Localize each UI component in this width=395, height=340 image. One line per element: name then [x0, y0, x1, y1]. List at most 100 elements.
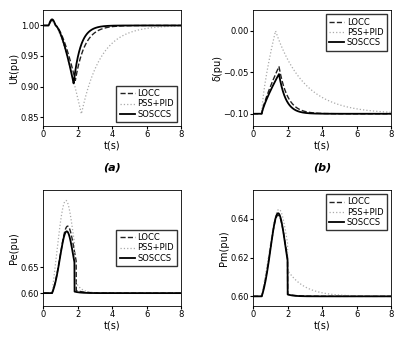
- SOSCCS: [314, 112, 319, 116]
- SOSCCS: [50, 17, 55, 21]
- LOCC: [175, 291, 180, 295]
- PSS+PID: [48, 291, 53, 295]
- SOSCCS: [385, 112, 389, 116]
- Text: (a): (a): [103, 162, 121, 172]
- LOCC: [41, 23, 46, 28]
- PSS+PID: [150, 291, 154, 295]
- PSS+PID: [50, 20, 55, 24]
- LOCC: [41, 291, 46, 295]
- LOCC: [385, 112, 389, 116]
- PSS+PID: [179, 24, 184, 28]
- PSS+PID: [41, 23, 46, 28]
- LOCC: [385, 112, 389, 116]
- LOCC: [50, 19, 55, 23]
- Line: SOSCCS: SOSCCS: [253, 74, 391, 114]
- SOSCCS: [71, 81, 76, 85]
- PSS+PID: [385, 294, 389, 298]
- Legend: LOCC, PSS+PID, SOSCCS: LOCC, PSS+PID, SOSCCS: [326, 14, 387, 51]
- Text: (b): (b): [313, 162, 331, 172]
- SOSCCS: [108, 24, 113, 28]
- LOCC: [276, 213, 280, 217]
- PSS+PID: [108, 291, 113, 295]
- X-axis label: t(s): t(s): [314, 321, 330, 330]
- LOCC: [318, 294, 323, 298]
- LOCC: [389, 112, 393, 116]
- PSS+PID: [359, 294, 364, 298]
- PSS+PID: [108, 42, 113, 47]
- PSS+PID: [179, 291, 184, 295]
- PSS+PID: [258, 112, 263, 116]
- PSS+PID: [314, 289, 319, 293]
- LOCC: [48, 291, 53, 295]
- SOSCCS: [251, 294, 256, 299]
- SOSCCS: [150, 291, 154, 295]
- PSS+PID: [41, 291, 46, 295]
- LOCC: [314, 294, 319, 298]
- SOSCCS: [251, 112, 256, 116]
- Line: LOCC: LOCC: [43, 21, 181, 80]
- Line: SOSCCS: SOSCCS: [253, 213, 391, 296]
- Legend: LOCC, PSS+PID, SOSCCS: LOCC, PSS+PID, SOSCCS: [326, 194, 387, 230]
- PSS+PID: [175, 291, 180, 295]
- Line: SOSCCS: SOSCCS: [43, 19, 181, 83]
- LOCC: [276, 65, 281, 69]
- PSS+PID: [64, 199, 68, 203]
- PSS+PID: [105, 47, 109, 51]
- Line: LOCC: LOCC: [253, 215, 391, 296]
- LOCC: [385, 294, 389, 299]
- LOCC: [150, 23, 154, 28]
- SOSCCS: [318, 112, 323, 116]
- SOSCCS: [175, 23, 180, 28]
- LOCC: [359, 294, 364, 299]
- LOCC: [73, 78, 78, 82]
- SOSCCS: [41, 291, 46, 295]
- LOCC: [389, 294, 393, 299]
- LOCC: [150, 291, 154, 295]
- PSS+PID: [389, 294, 393, 298]
- SOSCCS: [359, 294, 364, 299]
- PSS+PID: [251, 112, 256, 116]
- SOSCCS: [105, 291, 109, 295]
- PSS+PID: [385, 110, 389, 114]
- SOSCCS: [258, 112, 263, 116]
- SOSCCS: [179, 291, 184, 295]
- PSS+PID: [389, 110, 393, 114]
- PSS+PID: [79, 112, 84, 116]
- Y-axis label: Ut(pu): Ut(pu): [9, 53, 19, 84]
- LOCC: [179, 291, 184, 295]
- LOCC: [258, 112, 263, 116]
- SOSCCS: [276, 211, 280, 215]
- X-axis label: t(s): t(s): [104, 321, 121, 330]
- SOSCCS: [389, 112, 393, 116]
- SOSCCS: [314, 294, 319, 299]
- LOCC: [175, 23, 180, 28]
- Line: LOCC: LOCC: [253, 67, 391, 114]
- PSS+PID: [385, 294, 389, 298]
- PSS+PID: [105, 291, 109, 295]
- LOCC: [105, 291, 109, 295]
- SOSCCS: [150, 23, 154, 28]
- PSS+PID: [318, 94, 323, 98]
- SOSCCS: [48, 291, 53, 295]
- SOSCCS: [179, 23, 184, 28]
- Line: PSS+PID: PSS+PID: [253, 209, 391, 296]
- SOSCCS: [175, 291, 180, 295]
- PSS+PID: [318, 290, 323, 294]
- LOCC: [318, 111, 323, 115]
- Y-axis label: δ(pu): δ(pu): [212, 55, 222, 81]
- SOSCCS: [385, 294, 389, 299]
- LOCC: [108, 25, 113, 29]
- SOSCCS: [175, 23, 180, 28]
- LOCC: [359, 112, 364, 116]
- Line: PSS+PID: PSS+PID: [43, 22, 181, 114]
- SOSCCS: [385, 112, 389, 116]
- SOSCCS: [108, 291, 113, 295]
- SOSCCS: [276, 72, 281, 76]
- SOSCCS: [385, 294, 389, 299]
- Line: LOCC: LOCC: [43, 226, 181, 293]
- Y-axis label: Pm(pu): Pm(pu): [219, 230, 229, 266]
- LOCC: [179, 23, 184, 28]
- X-axis label: t(s): t(s): [104, 141, 121, 151]
- Line: PSS+PID: PSS+PID: [43, 201, 181, 293]
- Line: SOSCCS: SOSCCS: [43, 231, 181, 293]
